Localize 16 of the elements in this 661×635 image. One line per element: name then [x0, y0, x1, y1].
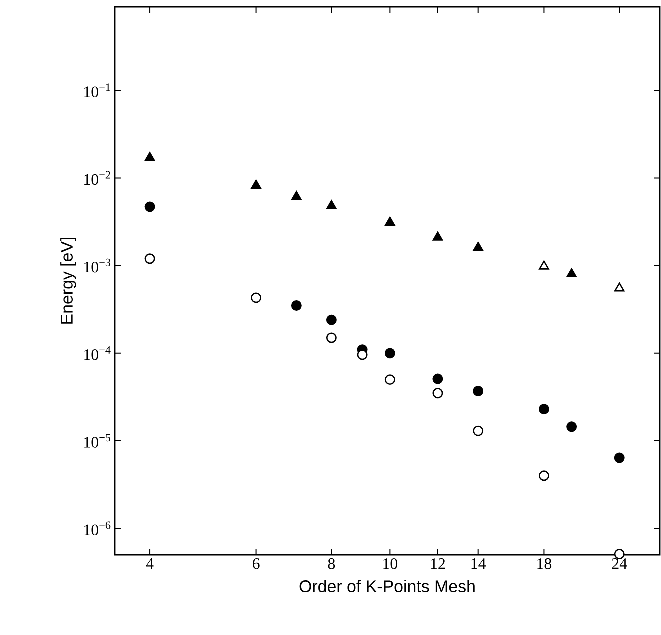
y-tick-label: 10$^{−3}$ [84, 258, 111, 273]
x-axis-title: Order of K-Points Mesh [300, 580, 475, 593]
x-tick-label: 10 [384, 558, 398, 570]
y-tick-label: 10$^{−4}$ [84, 346, 111, 360]
y-tick-label: 10$^{−1}$ [84, 84, 110, 98]
x-tick-label: 12 [431, 558, 446, 570]
x-tick-label: 18 [538, 558, 552, 570]
y-tick-label: 10$^{−5}$ [84, 434, 111, 448]
x-tick-label: 8 [328, 558, 336, 570]
x-tick-label: 24 [612, 558, 628, 570]
y-axis-title: Energy [eV] [60, 238, 76, 324]
y-tick-label: 10$^{−2}$ [84, 171, 110, 186]
y-tick-label: 10$^{−6}$ [84, 522, 111, 536]
x-tick-label: 4 [146, 558, 154, 570]
x-tick-label: 6 [252, 558, 260, 570]
x-tick-label: 14 [472, 558, 486, 570]
